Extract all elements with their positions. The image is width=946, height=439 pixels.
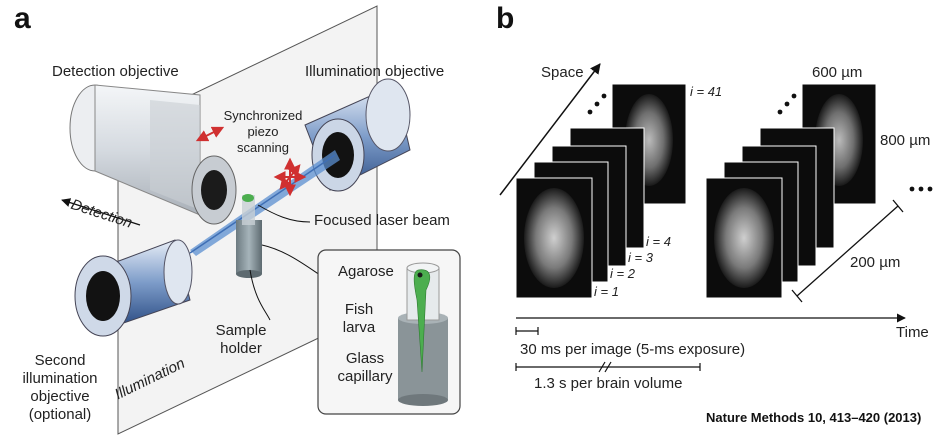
i41-label: i = 41 <box>690 84 723 99</box>
zoom-leader <box>261 244 321 276</box>
second-objective-label: Second illumination objective (optional) <box>22 352 98 423</box>
sample-holder-shape <box>236 194 262 278</box>
image-stack-1 <box>515 83 687 299</box>
depth-scale-line <box>796 205 899 297</box>
i3-label: i = 3 <box>628 250 653 265</box>
illumination-objective-label: Illumination objective <box>305 63 445 80</box>
beam-leader <box>257 204 311 223</box>
time-label: Time <box>896 324 929 341</box>
width-dim-label: 600 µm <box>812 64 863 81</box>
i1-label: i = 1 <box>594 284 619 299</box>
panel-b-letter: b <box>496 2 515 35</box>
i2-label: i = 2 <box>610 266 635 281</box>
panel-a-letter: a <box>14 2 31 35</box>
i4-label: i = 4 <box>646 234 671 249</box>
glass-capillary-label: Glass capillary <box>337 350 393 385</box>
piezo-arrow-detection <box>195 126 225 142</box>
focused-beam-label: Focused laser beam <box>314 212 450 229</box>
second-objective-shape <box>74 239 193 337</box>
piezo-label: Synchronized piezo scanning <box>223 108 303 155</box>
per-volume-label: 1.3 s per brain volume <box>534 375 683 392</box>
sample-holder-label: Sample holder <box>215 322 267 357</box>
agarose-label: Agarose <box>338 263 394 280</box>
detection-axis-arrow <box>61 198 141 226</box>
piezo-arrow-diagonal <box>279 164 301 190</box>
image-stack-2 <box>705 83 877 299</box>
per-image-label: 30 ms per image (5-ms exposure) <box>520 341 746 358</box>
detection-objective-shape <box>69 84 237 225</box>
citation: Nature Methods 10, 413–420 (2013) <box>706 410 922 425</box>
inset-capillary <box>398 262 448 406</box>
space-label: Space <box>541 64 584 81</box>
fish-larva-label: Fish larva <box>342 301 376 336</box>
holder-leader <box>249 269 271 321</box>
space-arrow <box>499 63 601 196</box>
detection-objective-label: Detection objective <box>52 63 179 80</box>
depth-dim-label: 200 µm <box>850 254 901 271</box>
height-dim-label: 800 µm <box>880 132 931 149</box>
